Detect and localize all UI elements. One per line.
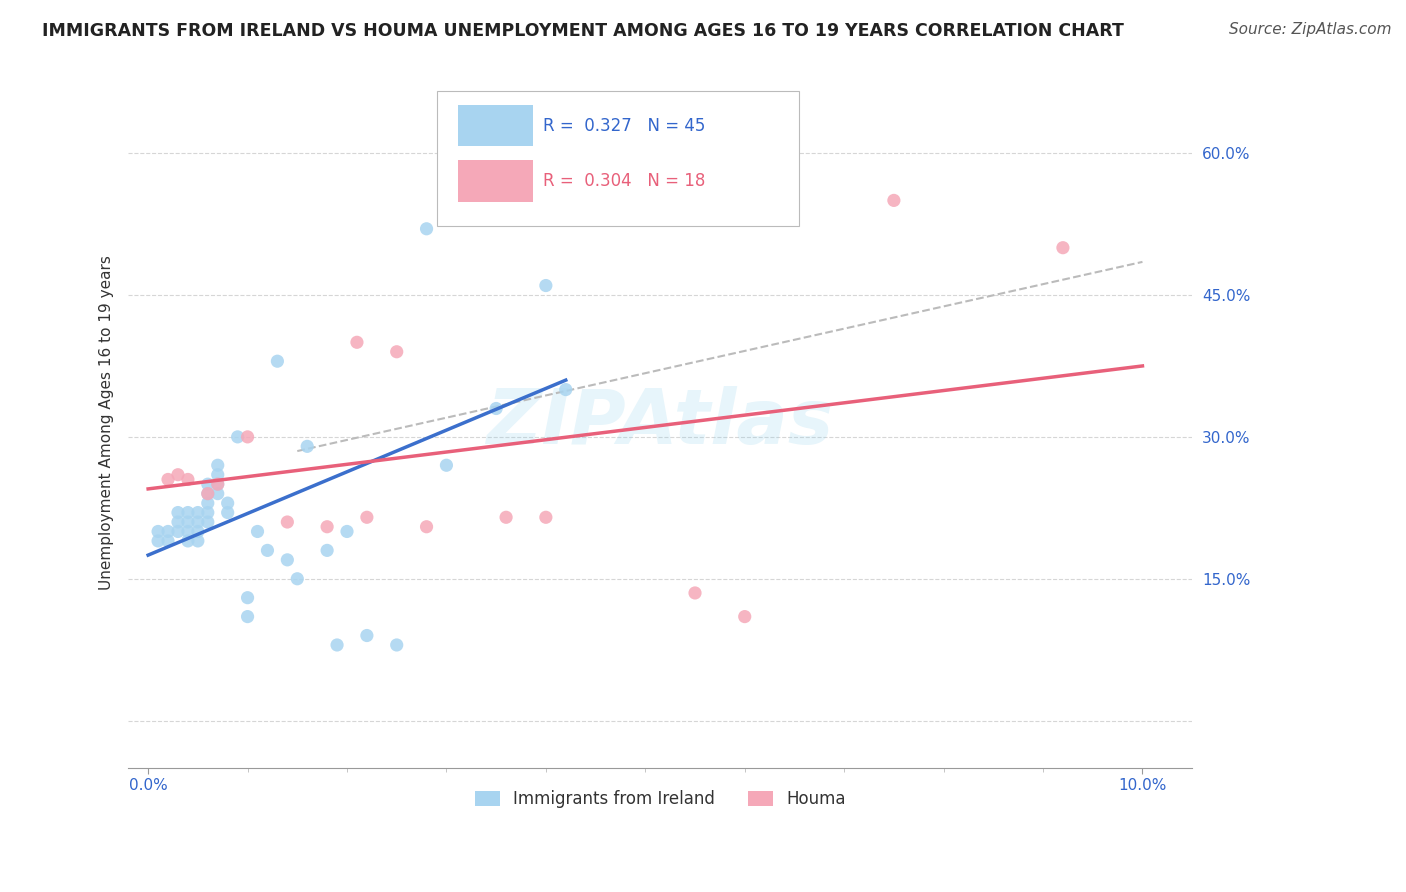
Point [346, 335, 368, 350]
Point [157, 524, 180, 539]
FancyBboxPatch shape [458, 105, 533, 146]
Point [187, 533, 209, 548]
Point [385, 638, 408, 652]
Point [157, 472, 180, 486]
Point [256, 543, 278, 558]
Point [356, 628, 378, 642]
Point [236, 609, 259, 624]
FancyBboxPatch shape [437, 91, 799, 226]
Point [197, 486, 219, 500]
Point [1052, 241, 1074, 255]
Point [226, 430, 249, 444]
Point [207, 477, 229, 491]
Point [197, 496, 219, 510]
Point [534, 510, 557, 524]
Point [197, 477, 219, 491]
Point [167, 506, 190, 520]
Point [276, 515, 298, 529]
Point [734, 609, 756, 624]
Point [177, 524, 200, 539]
Point [336, 524, 359, 539]
Point [883, 194, 905, 208]
Point [207, 467, 229, 482]
Point [316, 520, 339, 534]
Point [177, 472, 200, 486]
Point [197, 515, 219, 529]
Text: IMMIGRANTS FROM IRELAND VS HOUMA UNEMPLOYMENT AMONG AGES 16 TO 19 YEARS CORRELAT: IMMIGRANTS FROM IRELAND VS HOUMA UNEMPLO… [42, 22, 1123, 40]
Text: R =  0.327   N = 45: R = 0.327 N = 45 [543, 117, 706, 135]
Point [385, 344, 408, 359]
Point [436, 458, 458, 473]
Point [157, 533, 180, 548]
Point [276, 553, 298, 567]
Point [177, 506, 200, 520]
Point [187, 524, 209, 539]
Text: Source: ZipAtlas.com: Source: ZipAtlas.com [1229, 22, 1392, 37]
Point [415, 520, 437, 534]
Point [285, 572, 308, 586]
Point [415, 221, 437, 235]
Point [197, 506, 219, 520]
Point [167, 515, 190, 529]
Point [167, 524, 190, 539]
Point [207, 458, 229, 473]
Point [236, 430, 259, 444]
Point [187, 515, 209, 529]
Text: ZIPAtlas: ZIPAtlas [486, 385, 834, 459]
Point [177, 533, 200, 548]
Point [316, 543, 339, 558]
Point [554, 383, 576, 397]
Point [187, 506, 209, 520]
Point [217, 496, 239, 510]
Y-axis label: Unemployment Among Ages 16 to 19 years: Unemployment Among Ages 16 to 19 years [100, 255, 114, 591]
Point [297, 439, 319, 453]
FancyBboxPatch shape [458, 161, 533, 202]
Point [246, 524, 269, 539]
Point [207, 486, 229, 500]
Point [146, 533, 169, 548]
Point [683, 586, 706, 600]
Legend: Immigrants from Ireland, Houma: Immigrants from Ireland, Houma [468, 783, 852, 815]
Point [495, 510, 517, 524]
Point [146, 524, 169, 539]
Point [236, 591, 259, 605]
Text: R =  0.304   N = 18: R = 0.304 N = 18 [543, 172, 706, 190]
Point [266, 354, 288, 368]
Point [207, 477, 229, 491]
Point [167, 467, 190, 482]
Point [326, 638, 349, 652]
Point [177, 515, 200, 529]
Point [197, 486, 219, 500]
Point [485, 401, 508, 416]
Point [534, 278, 557, 293]
Point [356, 510, 378, 524]
Point [217, 506, 239, 520]
